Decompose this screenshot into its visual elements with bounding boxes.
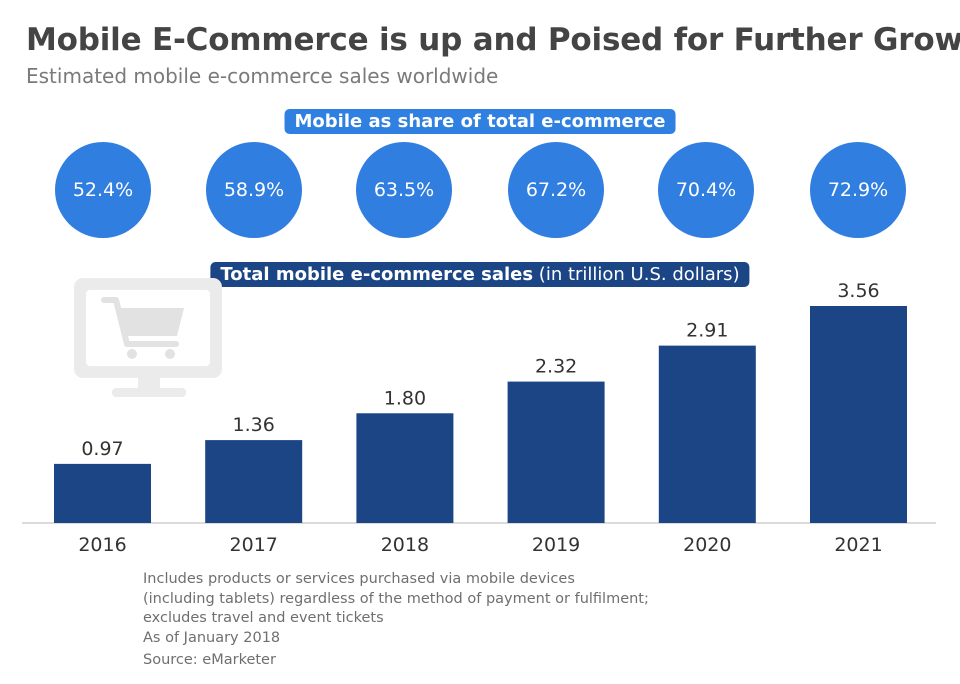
x-tick-label-2020: 2020 bbox=[683, 534, 731, 556]
source-credit: Source: eMarketer bbox=[143, 652, 276, 668]
x-tick-label-2021: 2021 bbox=[834, 534, 882, 556]
share-section-label: Mobile as share of total e-commerce bbox=[284, 109, 676, 134]
bar-2016 bbox=[54, 463, 151, 523]
value-label-2018: 1.80 bbox=[384, 387, 426, 409]
share-circle-2019: 67.2% bbox=[508, 142, 604, 238]
footnote: Includes products or services purchased … bbox=[143, 570, 649, 648]
sales-label-unit: (in trillion U.S. dollars) bbox=[533, 264, 740, 285]
share-circle-2016: 52.4% bbox=[55, 142, 151, 238]
x-tick-label-2016: 2016 bbox=[78, 534, 126, 556]
bar-2019 bbox=[507, 381, 605, 523]
value-label-2020: 2.91 bbox=[686, 320, 728, 342]
sales-label-bold: Total mobile e-commerce sales bbox=[220, 264, 534, 285]
footnote-line: Includes products or services purchased … bbox=[143, 571, 575, 587]
monitor-shopping-cart-icon bbox=[74, 278, 222, 397]
bar-2021 bbox=[810, 306, 907, 523]
bar-2017 bbox=[205, 440, 303, 523]
share-circle-2020: 70.4% bbox=[658, 142, 754, 238]
footnote-line: excludes travel and event tickets bbox=[143, 610, 384, 626]
bar-2020 bbox=[658, 345, 756, 523]
bars-layer: 0.97 2016 1.36 2017 1.80 2018 2.32 2019 2.91 2020… bbox=[54, 280, 907, 556]
value-label-2016: 0.97 bbox=[81, 438, 123, 460]
value-label-2021: 3.56 bbox=[837, 280, 879, 302]
chart-title: Mobile E-Commerce is up and Poised for F… bbox=[26, 22, 960, 58]
bar-2018 bbox=[356, 413, 454, 523]
x-tick-label-2019: 2019 bbox=[532, 534, 580, 556]
x-tick-label-2017: 2017 bbox=[230, 534, 278, 556]
value-label-2017: 1.36 bbox=[233, 414, 275, 436]
x-tick-label-2018: 2018 bbox=[381, 534, 429, 556]
share-circle-2021: 72.9% bbox=[810, 142, 906, 238]
footnote-date: As of January 2018 bbox=[143, 629, 281, 646]
value-label-2019: 2.32 bbox=[535, 356, 577, 378]
chart-subtitle: Estimated mobile e-commerce sales worldw… bbox=[26, 64, 499, 88]
share-circle-2018: 63.5% bbox=[356, 142, 452, 238]
footnote-line: (including tablets) regardless of the me… bbox=[143, 590, 649, 607]
share-circle-2017: 58.9% bbox=[206, 142, 302, 238]
sales-section-label: Total mobile e-commerce sales (in trilli… bbox=[210, 262, 750, 287]
